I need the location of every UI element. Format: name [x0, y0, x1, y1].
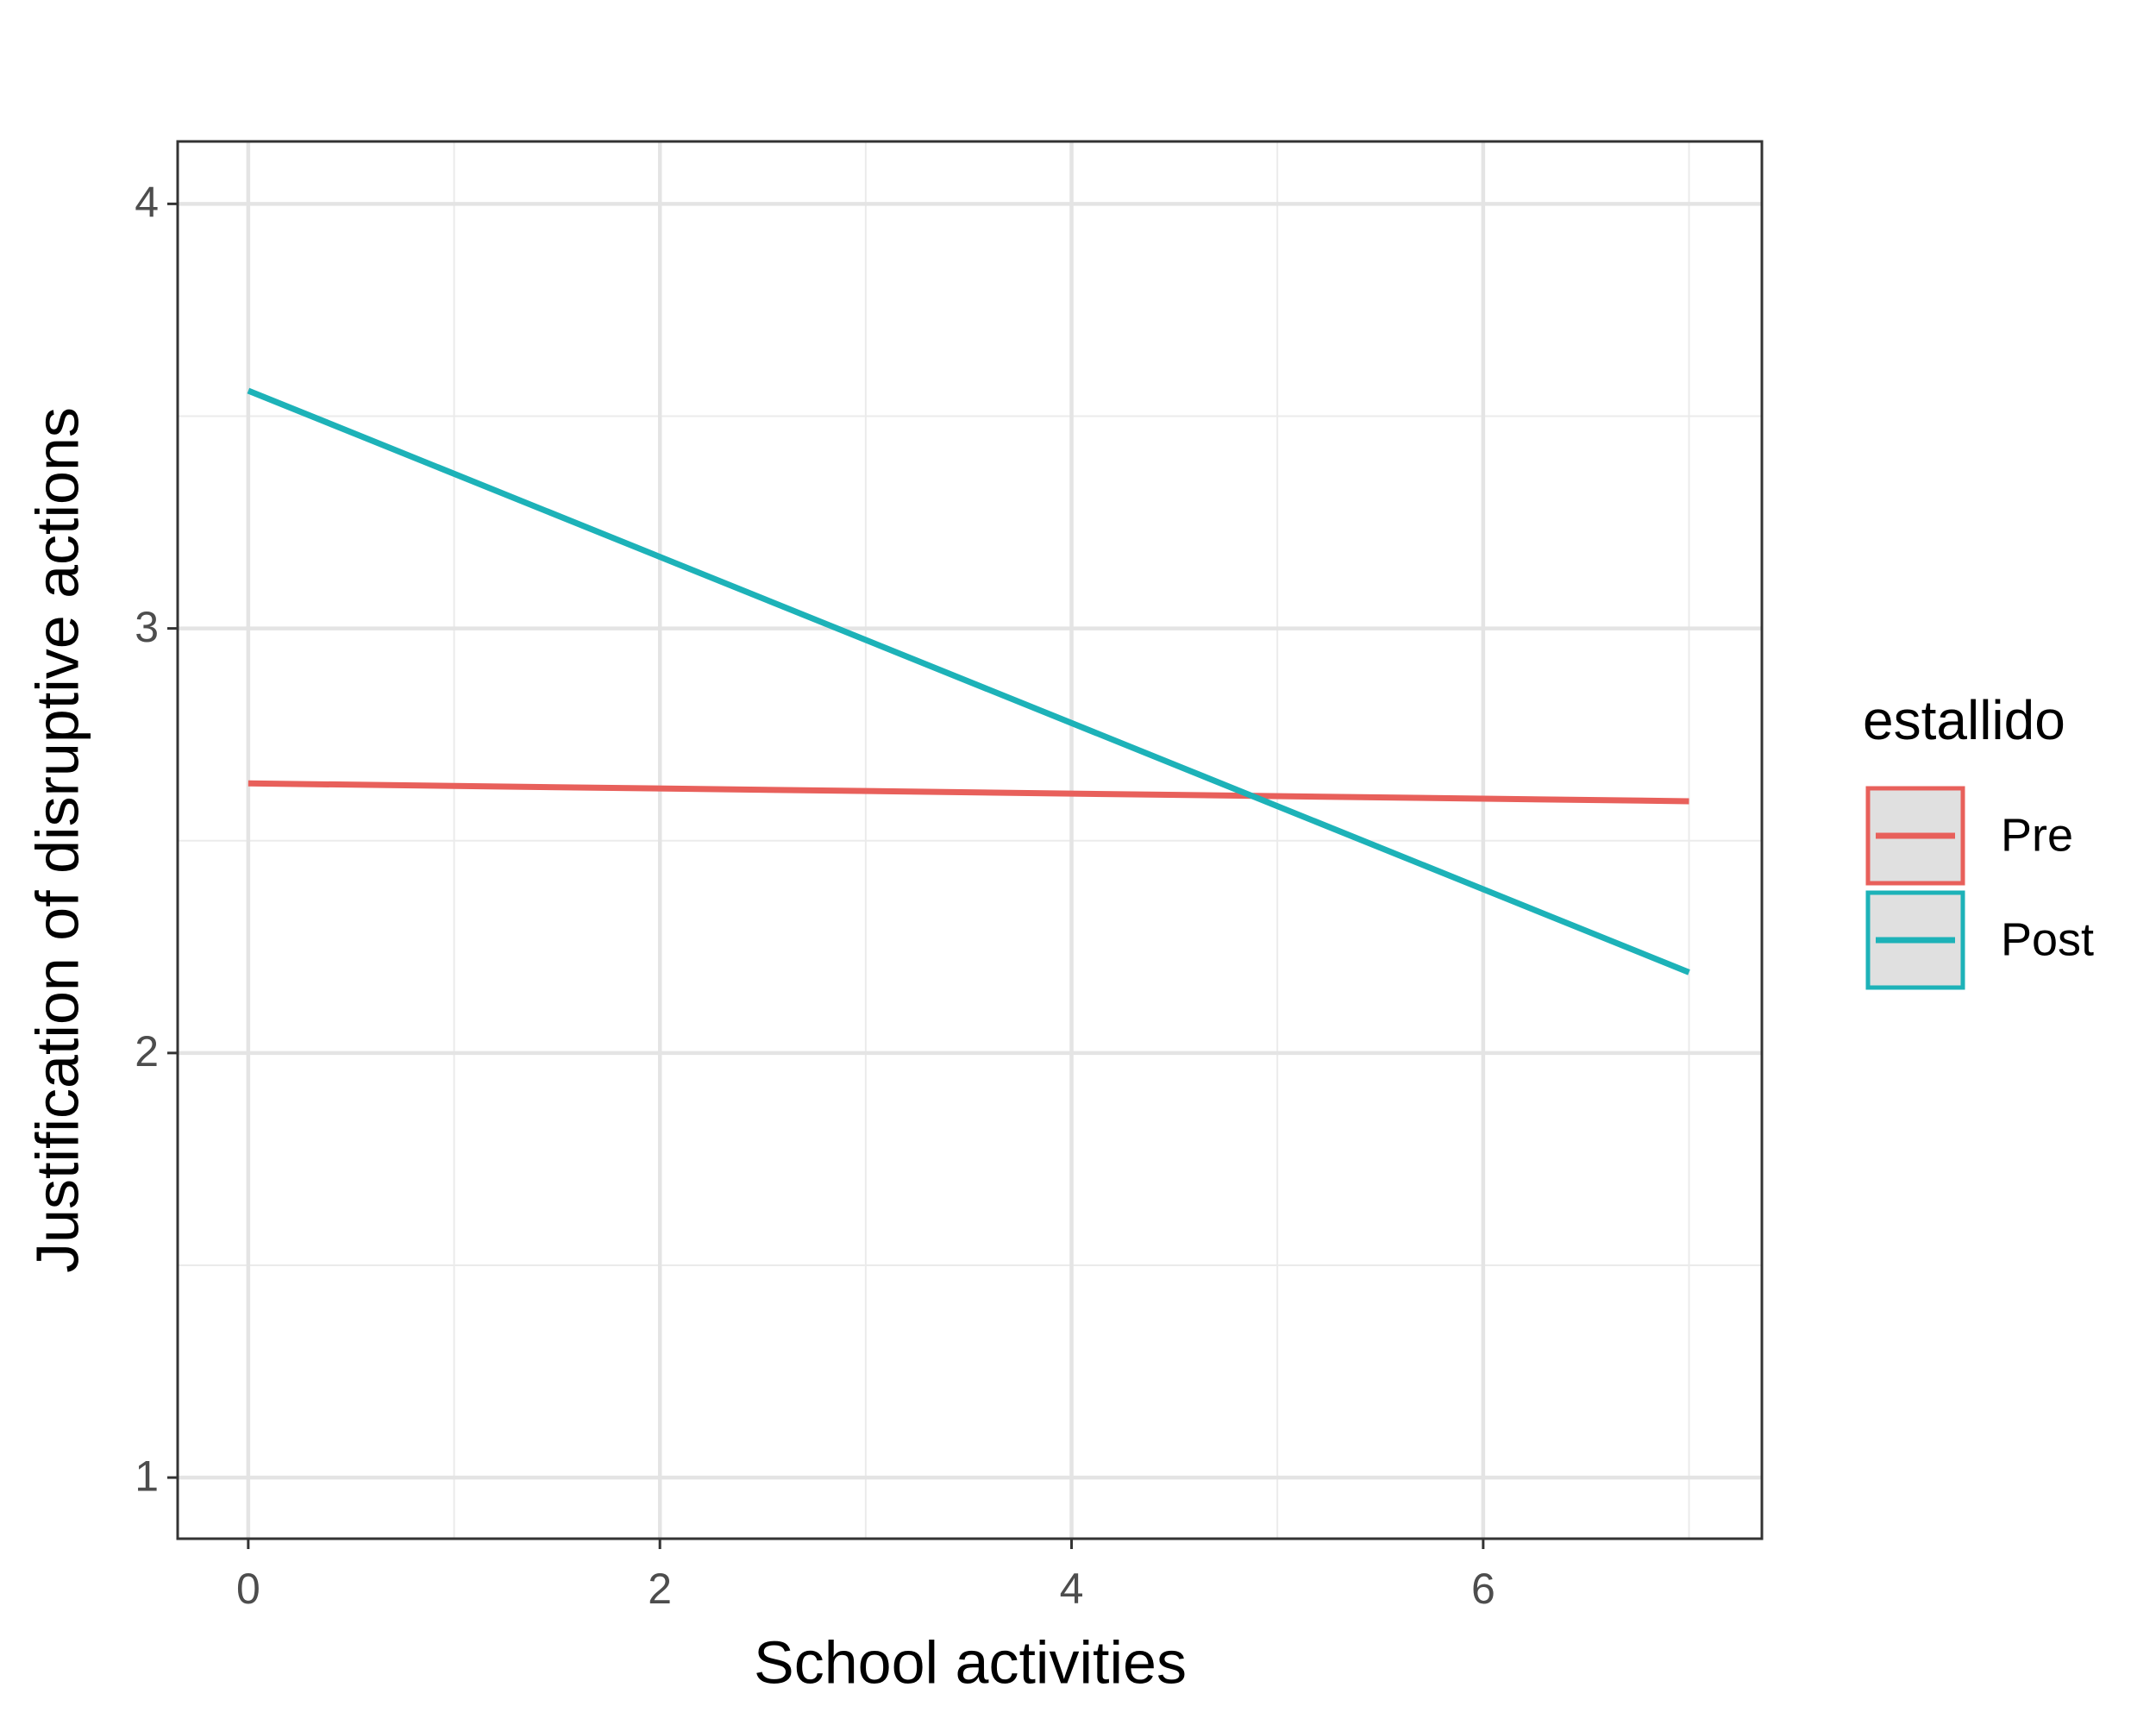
x-tick-label: 2: [648, 1565, 672, 1613]
x-tick-label: 6: [1471, 1565, 1495, 1613]
legend-label: Pre: [2001, 809, 2073, 861]
legend-title: estallido: [1863, 689, 2065, 751]
y-tick-label: 2: [135, 1027, 159, 1076]
plot-border: [176, 140, 1764, 1540]
y-axis-title: Justification of disruptive actions: [23, 407, 91, 1273]
series-line: [248, 780, 1689, 805]
y-tick-label: 4: [135, 179, 159, 227]
x-tick-label: 4: [1060, 1565, 1084, 1613]
y-tick-label: 3: [135, 603, 159, 651]
x-tick-label: 0: [236, 1565, 260, 1613]
legend-label: Post: [2001, 913, 2094, 965]
series-line: [247, 387, 1690, 975]
x-axis-title: School activities: [754, 1628, 1187, 1696]
y-tick-label: 1: [135, 1452, 159, 1500]
